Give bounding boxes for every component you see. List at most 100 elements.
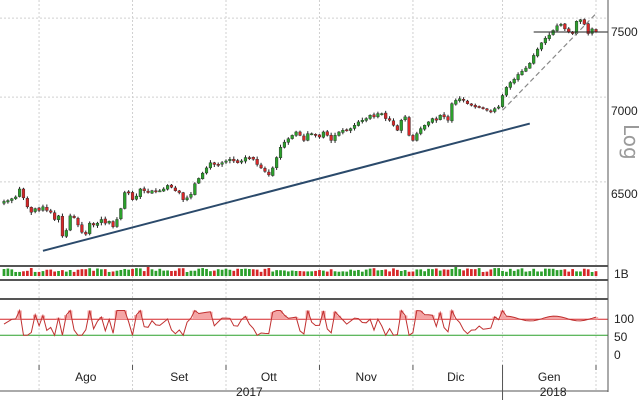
candle-body: [438, 115, 442, 120]
volume-bar: [555, 270, 559, 276]
volume-bar: [294, 270, 298, 276]
volume-bar: [493, 268, 497, 276]
grid-lines: [0, 0, 608, 391]
volume-bar: [2, 269, 6, 276]
volume-bar: [88, 268, 92, 276]
volume-bar: [524, 271, 528, 276]
volume-bar: [532, 268, 536, 276]
candle: [349, 127, 353, 134]
volume-bar: [119, 269, 123, 276]
volume-bar: [462, 270, 465, 276]
volume-bar: [162, 270, 166, 276]
candle-body: [33, 208, 37, 212]
candle-body: [25, 198, 29, 208]
candle: [298, 130, 302, 137]
month-label-nov: Nov: [356, 370, 377, 384]
volume-bar: [68, 270, 72, 276]
candle: [138, 187, 142, 199]
volume-bar: [26, 270, 29, 276]
candle-body: [154, 190, 158, 193]
volume-bar: [100, 269, 103, 276]
volume-bar: [341, 271, 345, 276]
candle: [294, 130, 298, 137]
volume-bar: [224, 268, 228, 276]
volume-bar: [271, 271, 275, 276]
candle-body: [500, 95, 505, 107]
volume-bar: [18, 271, 21, 276]
volume-bar: [466, 268, 469, 276]
volume-bar: [582, 268, 586, 276]
candle-body: [317, 134, 322, 138]
volume-bar: [279, 270, 282, 276]
candle: [224, 159, 228, 164]
volume-bar: [520, 268, 524, 276]
candle: [337, 131, 341, 137]
candle-body: [520, 71, 524, 76]
candle-body: [391, 120, 396, 126]
volume-bar: [197, 268, 201, 276]
candle-body: [236, 160, 240, 163]
candle: [372, 112, 376, 119]
candle-body: [462, 99, 466, 101]
candle: [232, 156, 236, 163]
volume-bar: [380, 269, 384, 276]
candle: [49, 208, 53, 214]
candle: [21, 187, 26, 201]
candle-body: [493, 108, 497, 112]
candle-body: [80, 224, 84, 233]
volume-bar: [6, 268, 10, 276]
volume-bar: [384, 269, 388, 276]
candle: [325, 129, 329, 137]
candle: [146, 188, 150, 194]
candle-body: [536, 48, 540, 57]
candle: [282, 139, 286, 149]
candle: [376, 111, 380, 119]
candle: [80, 221, 84, 234]
candle-body: [99, 219, 103, 223]
volume-bar: [411, 271, 415, 276]
candle: [88, 221, 92, 236]
candle: [500, 93, 505, 108]
candle: [29, 206, 33, 215]
volume-bar: [236, 268, 240, 276]
volume-bar: [61, 270, 64, 276]
volume-bar: [458, 269, 462, 276]
candle-body: [356, 121, 360, 126]
year-label-2017: 2017: [236, 385, 263, 399]
volume-bar: [473, 269, 477, 276]
candle: [314, 133, 318, 138]
candle-body: [134, 195, 138, 200]
volume-bar: [575, 271, 578, 276]
volume-bar: [216, 269, 220, 276]
volume-bar: [201, 268, 204, 276]
volume-bar: [364, 269, 368, 276]
candle-body: [84, 232, 88, 235]
candle: [384, 110, 388, 122]
candle: [119, 207, 123, 221]
candle: [462, 97, 466, 103]
volume-bar: [275, 270, 278, 276]
candle: [458, 96, 462, 103]
candle-body: [224, 160, 228, 163]
candle-body: [56, 215, 61, 220]
price-panel: [2, 13, 608, 252]
candle: [150, 189, 154, 194]
candle: [181, 191, 185, 202]
volume-bar: [360, 271, 364, 276]
candle-body: [76, 218, 80, 226]
x-axis: Ago Set Ott Nov Dic Gen 2017 2018: [38, 365, 597, 400]
candle: [166, 184, 170, 191]
osc-tick-0: 0: [614, 348, 621, 362]
candle-body: [60, 216, 64, 237]
volume-bar: [399, 271, 403, 276]
volume-bar: [508, 268, 512, 276]
candle-body: [345, 129, 349, 132]
candle: [247, 155, 251, 161]
candle-body: [532, 55, 536, 64]
candle-body: [559, 24, 563, 26]
candle: [516, 72, 520, 82]
candle-body: [547, 34, 551, 39]
candle: [536, 47, 540, 58]
candle-body: [310, 133, 314, 136]
candle: [259, 162, 263, 169]
